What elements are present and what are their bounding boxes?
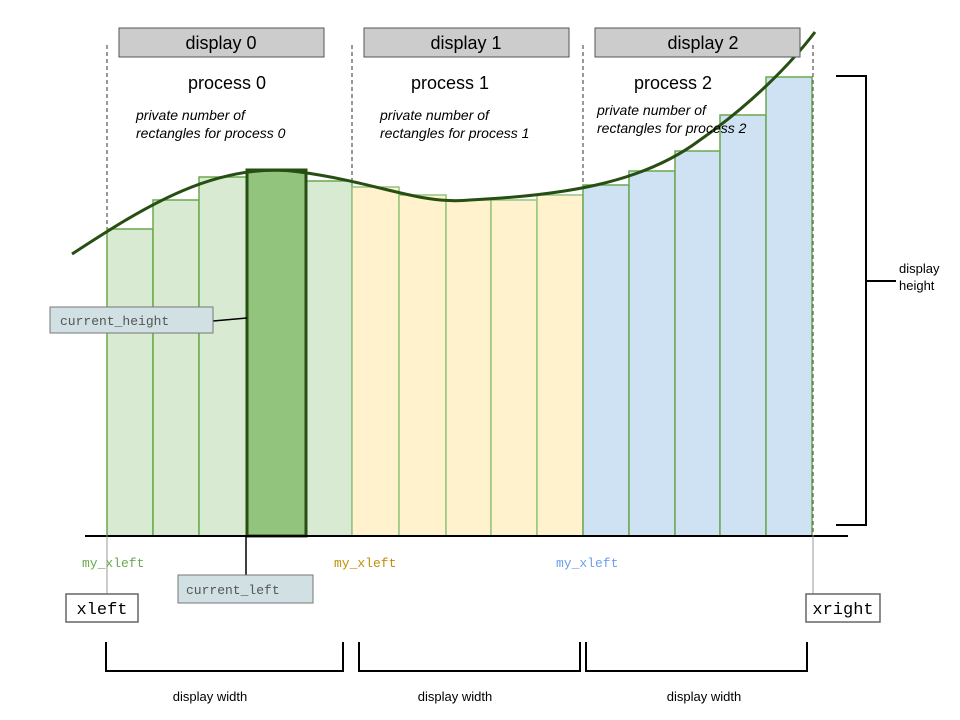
p2-rect-2 xyxy=(628,170,676,537)
current-height-box xyxy=(49,306,214,334)
process-1-note-line2: rectangles for process 1 xyxy=(380,125,529,141)
process-1-note-line1: private number of xyxy=(379,107,491,123)
current-left-label: current_left xyxy=(177,574,314,604)
xright-label: xright xyxy=(805,593,881,623)
process-1-title: process 1 xyxy=(411,73,489,93)
p2-rect-3 xyxy=(674,150,721,537)
process-1-rectangles xyxy=(351,186,584,537)
process-2-title: process 2 xyxy=(634,73,712,93)
display-height-bracket xyxy=(836,75,867,526)
process-2-rectangles xyxy=(582,76,813,537)
p0-rect-2 xyxy=(152,199,200,537)
process-0-note-line2: rectangles for process 0 xyxy=(136,125,286,141)
p1-rect-5 xyxy=(536,194,584,537)
display-header-1: display 1 xyxy=(363,27,570,58)
current-height-label: current_height xyxy=(49,306,214,334)
display-header-1-box xyxy=(363,27,570,58)
display-header-0-label: display 0 xyxy=(185,33,256,53)
p2-rect-1 xyxy=(582,184,630,537)
display-header-2: display 2 xyxy=(594,27,801,58)
p2-rect-4 xyxy=(719,114,767,537)
current-left-box xyxy=(177,574,314,604)
p0-rect-5 xyxy=(305,180,353,537)
display-width-label-1: display width xyxy=(418,689,492,704)
display-height-line2: height xyxy=(899,278,935,293)
display-width-bracket-0 xyxy=(105,642,344,672)
p1-rect-2 xyxy=(398,194,447,537)
xleft-label: xleft xyxy=(65,593,139,623)
function-curve xyxy=(71,31,817,256)
xright-text: xright xyxy=(812,601,873,620)
display-width-bracket-2 xyxy=(585,642,808,672)
current-left-text: current_left xyxy=(186,583,280,598)
xleft-box xyxy=(65,593,139,623)
display-width-label-2: display width xyxy=(667,689,741,704)
p1-rect-1 xyxy=(351,186,400,537)
my-xleft-2: my_xleft xyxy=(556,556,618,571)
display-width-bracket-1 xyxy=(358,642,581,672)
my-xleft-1: my_xleft xyxy=(334,556,396,571)
p1-rect-3 xyxy=(445,199,492,537)
current-height-leader xyxy=(212,317,248,322)
p0-rect-3 xyxy=(198,176,248,537)
p0-current-rect xyxy=(245,168,308,538)
process-2-note-line1: private number of xyxy=(596,102,708,118)
p1-rect-4 xyxy=(490,199,538,537)
process-2-note-line2: rectangles for process 2 xyxy=(597,120,747,136)
p2-rect-5 xyxy=(765,76,813,537)
process-0-title: process 0 xyxy=(188,73,266,93)
xleft-text: xleft xyxy=(76,601,127,620)
display-header-2-label: display 2 xyxy=(667,33,738,53)
display-width-label-0: display width xyxy=(173,689,247,704)
display-header-1-label: display 1 xyxy=(430,33,501,53)
display-height-line1: display xyxy=(899,261,940,276)
process-0-rectangles xyxy=(106,168,353,538)
my-xleft-0: my_xleft xyxy=(82,556,144,571)
process-0-note-line1: private number of xyxy=(135,107,247,123)
current-height-text: current_height xyxy=(60,314,169,329)
p0-rect-1 xyxy=(106,228,154,537)
display-header-0-box xyxy=(118,27,325,58)
xright-box xyxy=(805,593,881,623)
display-header-2-box xyxy=(594,27,801,58)
display-header-0: display 0 xyxy=(118,27,325,58)
